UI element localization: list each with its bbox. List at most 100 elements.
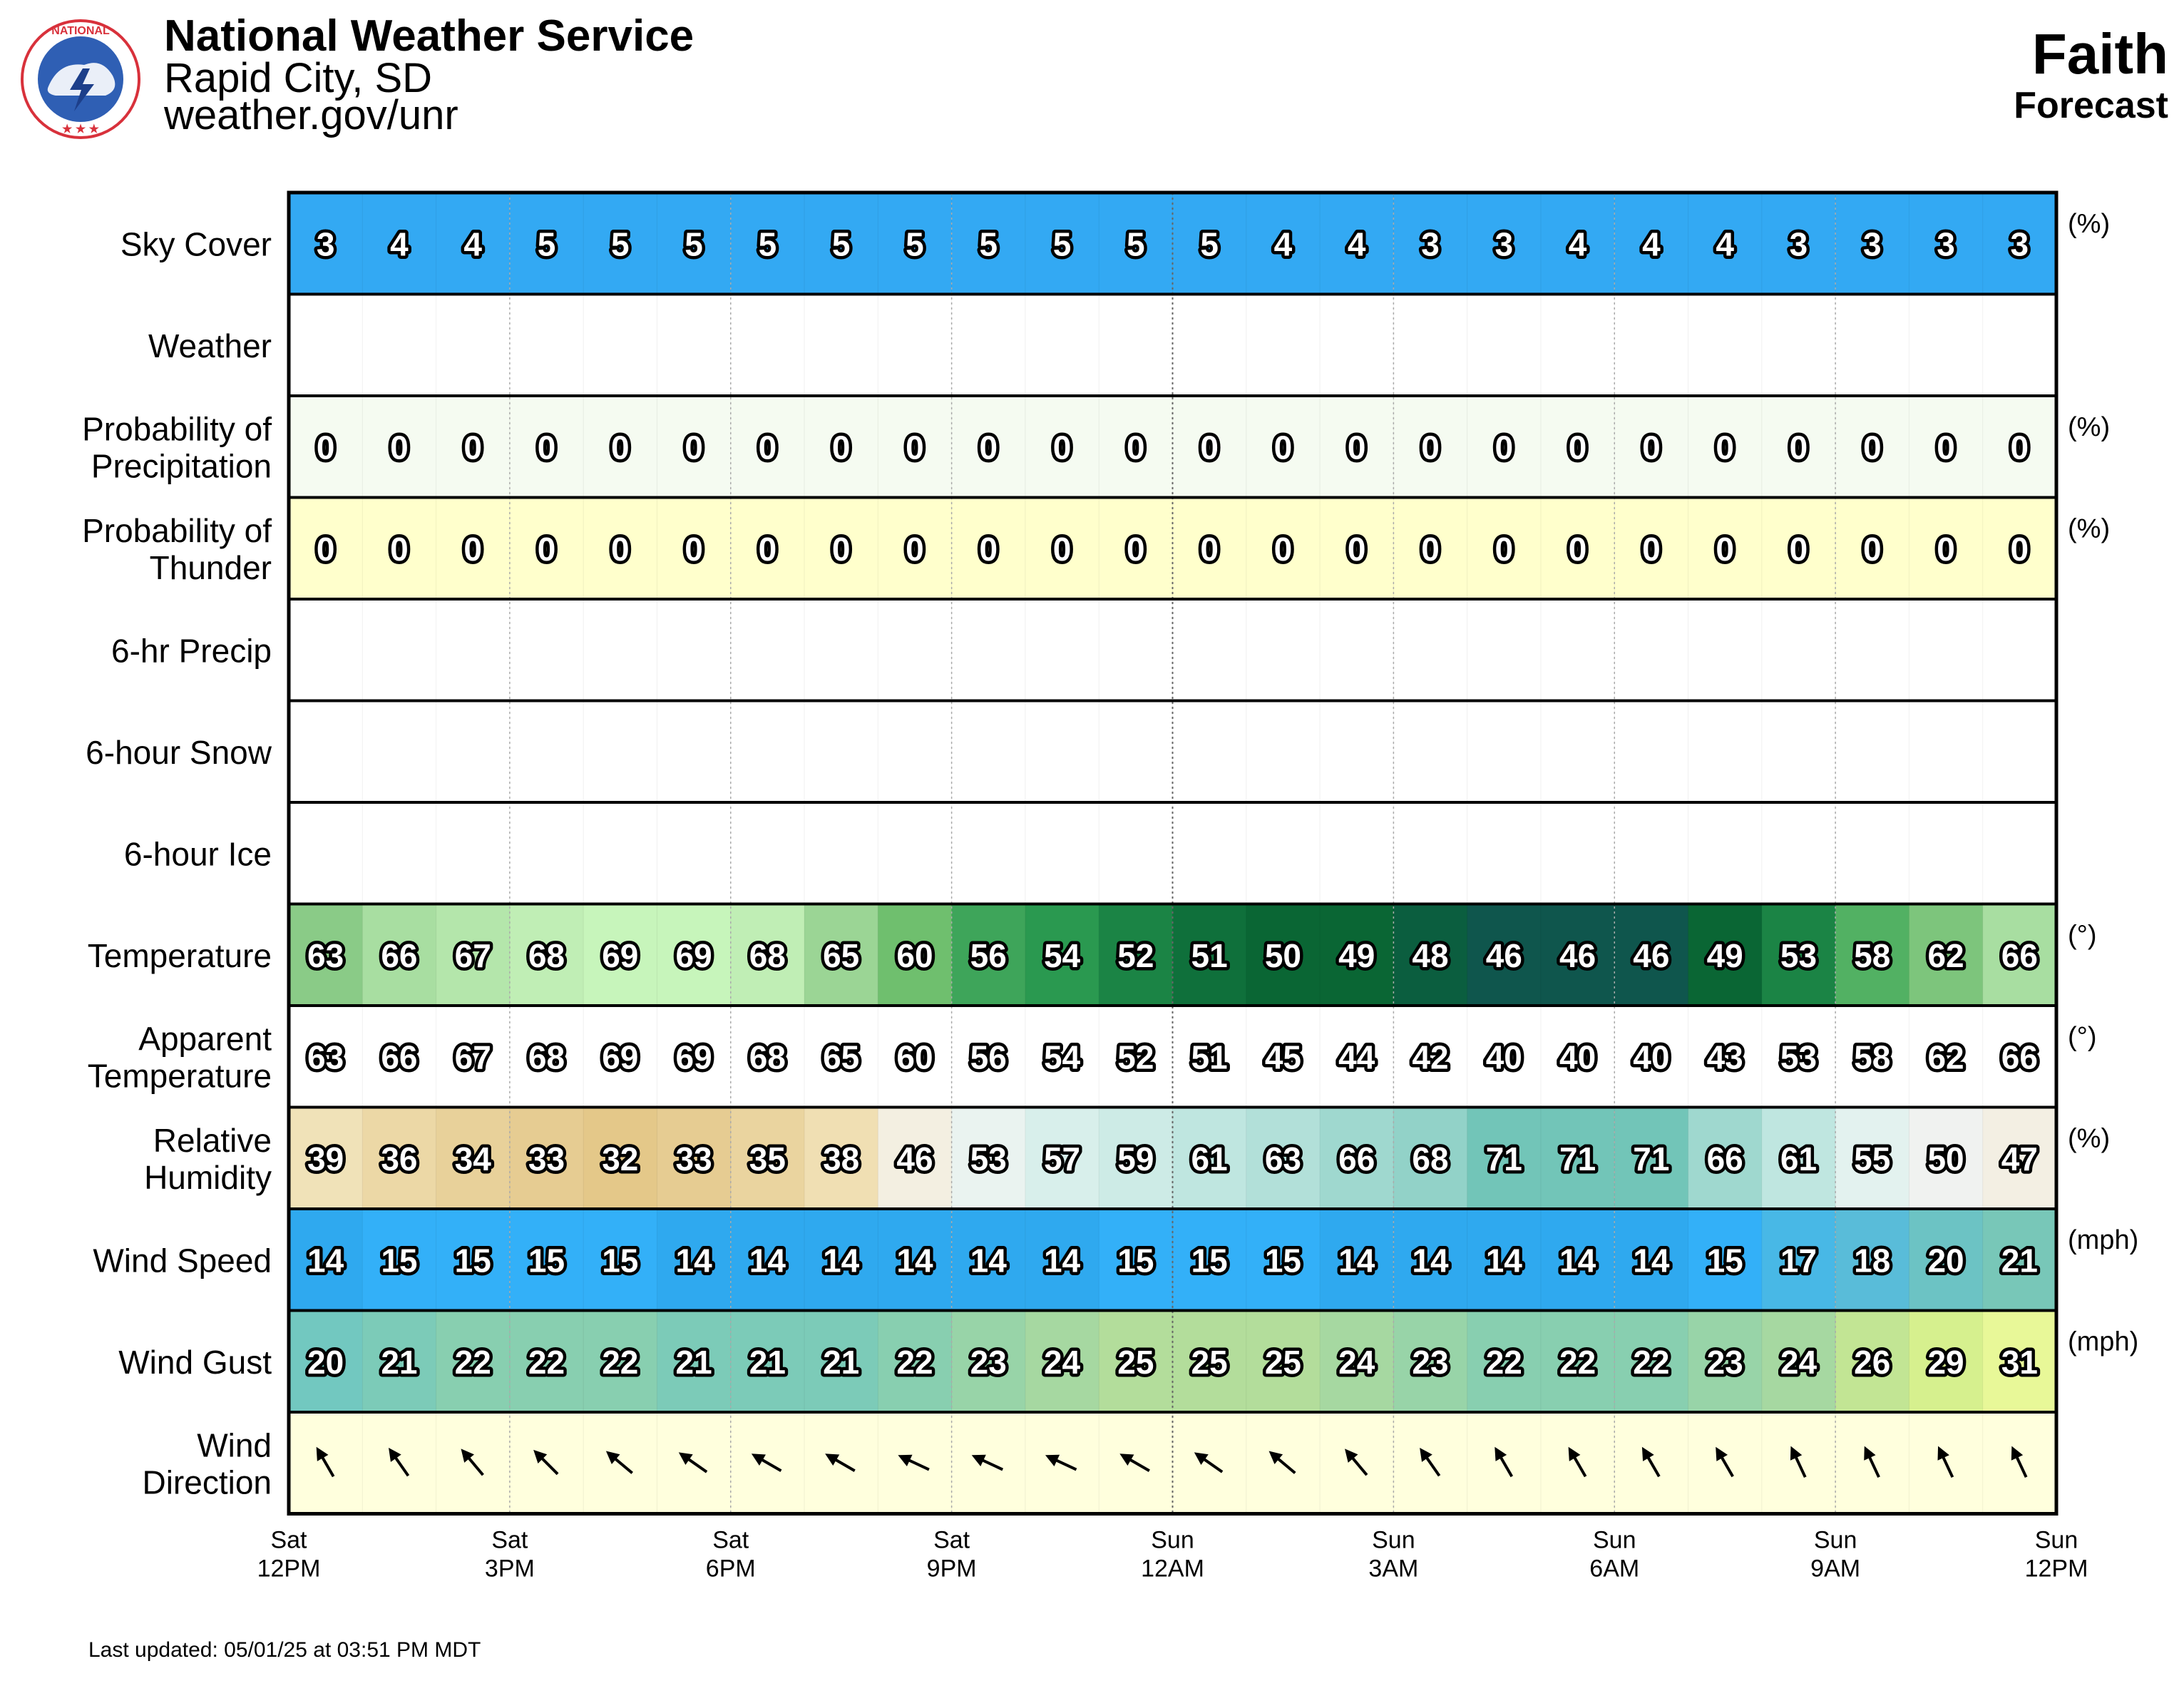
cell-value-humidity: 71 [1559, 1140, 1596, 1177]
cell-value-thunder: 0 [1200, 531, 1219, 568]
cell-wind_gust [1540, 1310, 1615, 1412]
cell-humidity [1835, 1107, 1909, 1209]
row-label: Wind Gust [118, 1344, 272, 1381]
cell-wind_gust [436, 1310, 511, 1412]
row-unit: (%) [2068, 209, 2110, 239]
cell-value-apparent: 40 [1559, 1038, 1596, 1075]
cell-value-wind_gust: 22 [528, 1344, 565, 1381]
cell-value-humidity: 53 [970, 1140, 1007, 1177]
row-unit: (%) [2068, 412, 2110, 442]
cell-value-wind_speed: 15 [1117, 1242, 1154, 1279]
cell-wind_speed [1172, 1209, 1247, 1311]
cell-thunder [583, 497, 657, 599]
cell-sky_cover [1761, 193, 1836, 295]
cell-pop [436, 396, 511, 498]
cell-value-pop: 0 [390, 429, 409, 466]
cell-value-thunder: 0 [832, 531, 851, 568]
cell-wind_gust [1688, 1310, 1763, 1412]
row-weather [289, 294, 2056, 396]
cell-thunder [1614, 497, 1689, 599]
row-label: Probability of [82, 512, 272, 549]
cell-value-apparent: 53 [1780, 1038, 1817, 1075]
arrow-head [2011, 1446, 2024, 1461]
wind-arrow-icon [1420, 1447, 1441, 1477]
cell-value-apparent: 69 [676, 1038, 712, 1075]
cell-value-temperature: 62 [1927, 937, 1964, 974]
cell-apparent [1393, 1006, 1468, 1108]
cell-value-wind_speed: 21 [2001, 1242, 2038, 1279]
cell-value-wind_speed: 14 [1486, 1242, 1523, 1279]
cell-value-temperature: 53 [1780, 937, 1817, 974]
cell-pop [1099, 396, 1173, 498]
cell-humidity [1172, 1107, 1247, 1209]
cell-wind_speed [1393, 1209, 1468, 1311]
cell-thunder [436, 497, 511, 599]
office-url[interactable]: weather.gov/unr [164, 92, 458, 138]
cell-humidity [878, 1107, 953, 1209]
cell-sky_cover [730, 193, 805, 295]
cell-wind_gust [362, 1310, 437, 1412]
wind-arrow-icon [1495, 1446, 1514, 1478]
time-axis-time: 9AM [1810, 1555, 1860, 1583]
cell-value-humidity: 68 [1412, 1140, 1448, 1177]
cell-humidity [804, 1107, 878, 1209]
cell-value-humidity: 47 [2001, 1140, 2038, 1177]
cell-wind_speed [289, 1209, 363, 1311]
cell-value-humidity: 55 [1854, 1140, 1890, 1177]
cell-value-apparent: 52 [1117, 1038, 1154, 1075]
cell-wind_gust [1761, 1310, 1836, 1412]
cell-pop [1320, 396, 1394, 498]
cell-temperature [1540, 904, 1615, 1006]
cell-thunder [289, 497, 363, 599]
cell-value-wind_speed: 15 [1707, 1242, 1743, 1279]
cell-value-wind_gust: 24 [1780, 1344, 1818, 1381]
nws-logo-icon: NATIONAL ★ ★ ★ [21, 19, 140, 139]
cell-humidity [509, 1107, 584, 1209]
cell-sky_cover [1172, 193, 1247, 295]
cell-value-sky_cover: 4 [1642, 225, 1661, 262]
cell-humidity [1099, 1107, 1173, 1209]
cell-value-wind_speed: 14 [1338, 1242, 1375, 1279]
time-axis-day: Sun [1593, 1527, 1636, 1554]
location-title: Faith [2031, 22, 2168, 86]
row-label: Temperature [88, 937, 272, 974]
cell-temperature [362, 904, 437, 1006]
cell-humidity [1982, 1107, 2057, 1209]
cell-value-wind_speed: 15 [455, 1242, 491, 1279]
row-temperature: 63 66 67 68 69 69 68 65 60 56 54 52 51 50 49 48 46 46 46 49… [289, 904, 2057, 1006]
time-axis-day: Sun [1372, 1527, 1415, 1554]
cell-pop [657, 396, 732, 498]
cell-value-temperature: 52 [1117, 937, 1154, 974]
arrow-head [1268, 1451, 1283, 1465]
cell-wind_speed [1761, 1209, 1836, 1311]
cell-temperature [1172, 904, 1247, 1006]
cell-wind_speed [878, 1209, 953, 1311]
cell-temperature [1688, 904, 1763, 1006]
cell-value-wind_speed: 14 [1412, 1242, 1449, 1279]
cell-temperature [1835, 904, 1909, 1006]
cell-value-apparent: 42 [1412, 1038, 1448, 1075]
wind-arrow-icon [898, 1454, 930, 1471]
cell-value-wind_speed: 14 [1559, 1242, 1596, 1279]
cell-value-sky_cover: 3 [1863, 225, 1882, 262]
cell-value-temperature: 69 [676, 937, 712, 974]
cell-sky_cover [1982, 193, 2057, 295]
row-label: Relative [153, 1122, 272, 1159]
cell-apparent [730, 1006, 805, 1108]
time-axis-time: 12PM [2025, 1555, 2088, 1583]
cell-wind_gust [1614, 1310, 1689, 1412]
arrow-head [1495, 1446, 1507, 1461]
cell-value-wind_gust: 23 [1412, 1344, 1448, 1381]
cell-pop [509, 396, 584, 498]
cell-value-wind_gust: 22 [455, 1344, 491, 1381]
cell-temperature [583, 904, 657, 1006]
cell-sky_cover [509, 193, 584, 295]
cell-value-temperature: 66 [381, 937, 417, 974]
row-label: 6-hr Precip [111, 632, 272, 669]
cell-humidity [1761, 1107, 1836, 1209]
cell-thunder [730, 497, 805, 599]
grid-border [287, 190, 2059, 1516]
cell-apparent [657, 1006, 732, 1108]
arrow-head [898, 1454, 913, 1467]
wind-arrow-icon [316, 1446, 335, 1478]
